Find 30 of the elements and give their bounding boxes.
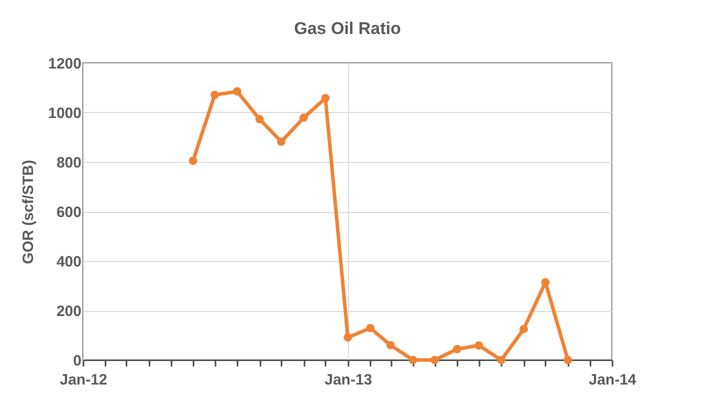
- point: [277, 138, 286, 146]
- y-tick-label: 400: [56, 254, 82, 270]
- x-tick-label: Jan-12: [60, 372, 108, 388]
- point: [564, 356, 572, 364]
- point: [210, 90, 219, 100]
- point: [188, 156, 198, 165]
- x-tick-label: Jan-14: [588, 372, 637, 388]
- point: [430, 356, 439, 364]
- y-tick-label: 1000: [48, 105, 82, 122]
- y-tick-label: 1200: [48, 56, 82, 72]
- point: [232, 87, 242, 96]
- point: [366, 324, 374, 332]
- point: [520, 324, 528, 334]
- point: [386, 340, 395, 350]
- x-tick-label: Jan-13: [324, 372, 372, 388]
- point: [474, 341, 484, 350]
- point: [344, 333, 352, 342]
- y-tick-label: 800: [56, 154, 82, 172]
- chart-title: Gas Oil Ratio: [294, 19, 401, 38]
- point: [497, 356, 506, 364]
- point: [255, 115, 264, 124]
- y-tick-label: 600: [56, 204, 82, 221]
- point: [541, 278, 550, 286]
- y-axis-title: GOR (scf/STB): [20, 160, 38, 264]
- y-tick-label: 200: [56, 303, 82, 320]
- y-tick-label: 0: [73, 352, 82, 370]
- point: [321, 94, 330, 102]
- point: [408, 356, 418, 364]
- point: [452, 344, 462, 354]
- point: [300, 114, 308, 122]
